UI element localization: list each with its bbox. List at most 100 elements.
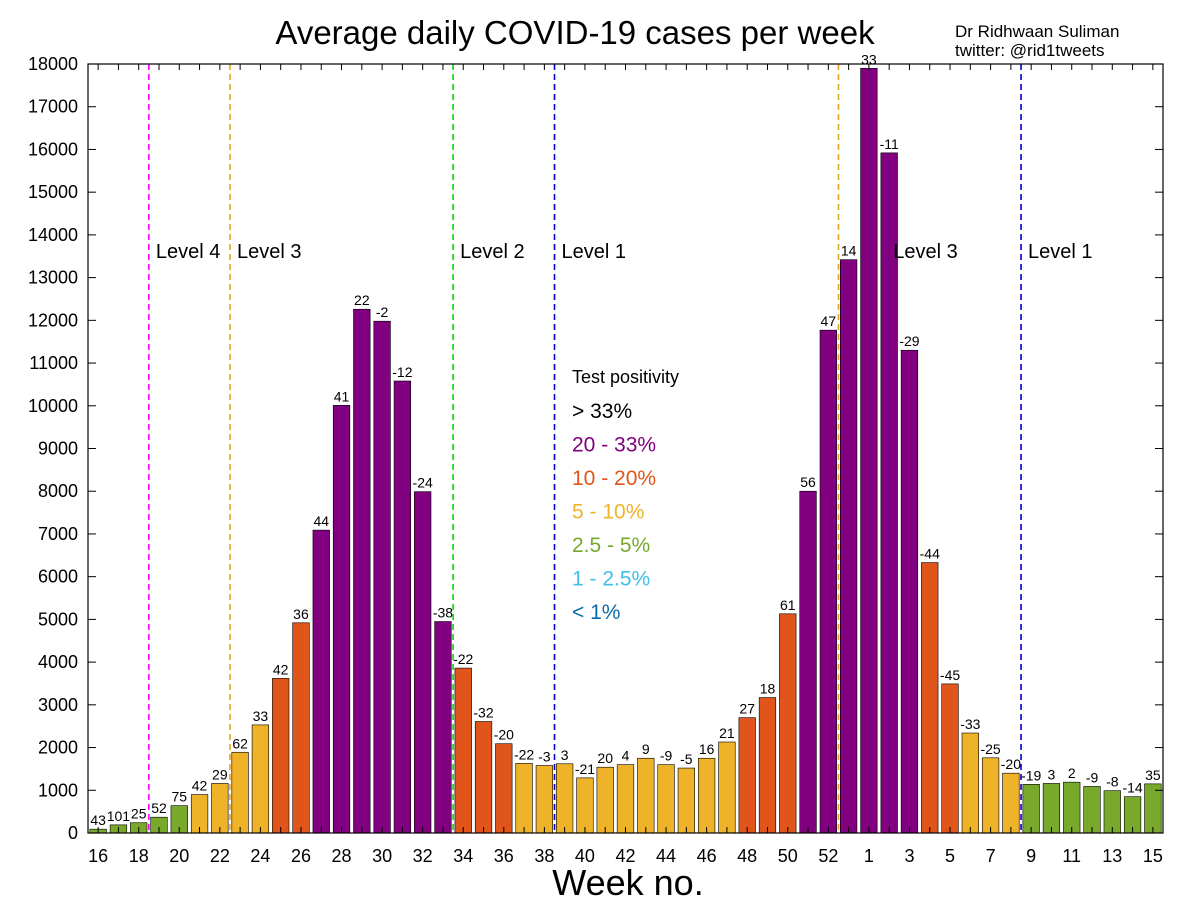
x-axis-label: Week no. xyxy=(552,862,703,900)
legend-item-2: 10 - 20% xyxy=(572,467,656,490)
x-tick-label-24-8: 24 xyxy=(250,846,270,866)
x-tick-label-46-30: 46 xyxy=(697,846,717,866)
bar-week-28-12 xyxy=(332,405,351,834)
y-tick-label-16: 16000 xyxy=(28,139,78,159)
bar-label-38: 33 xyxy=(861,51,877,67)
bar-label-8: 33 xyxy=(253,708,269,724)
bar-week-25-9 xyxy=(272,678,290,834)
x-tick-label-13-50: 13 xyxy=(1102,846,1122,866)
x-tick-label-20-4: 20 xyxy=(169,846,189,866)
x-tick-label-42-26: 42 xyxy=(615,846,635,866)
bar-week-27-11 xyxy=(312,529,330,834)
bar-week-31-15 xyxy=(393,380,412,834)
y-tick-label-11: 11000 xyxy=(29,353,78,373)
bar-label-37: 14 xyxy=(841,243,857,259)
y-tick-label-13: 13000 xyxy=(28,268,78,288)
bar-label-15: -12 xyxy=(392,364,412,380)
bar-label-44: -25 xyxy=(980,741,1000,757)
bar-week-37-21 xyxy=(515,763,533,834)
bar-week-32-16 xyxy=(414,491,432,834)
bar-label-12: 41 xyxy=(334,388,350,404)
y-tick-label-12: 12000 xyxy=(28,310,78,330)
credit-author: Dr Ridhwaan Suliman xyxy=(955,22,1119,41)
y-tick-label-1: 1000 xyxy=(38,780,78,800)
x-tick-label-11-48: 11 xyxy=(1062,846,1081,866)
bar-week-43-27 xyxy=(637,757,655,834)
bar-week-48-32 xyxy=(738,717,756,834)
bar-label-24: -21 xyxy=(575,761,595,777)
bar-week-15-52 xyxy=(1144,783,1162,834)
y-tick-label-17: 17000 xyxy=(28,97,78,117)
bar-week-29-13 xyxy=(353,308,371,834)
x-tick-label-16-0: 16 xyxy=(88,846,108,866)
bar-label-41: -44 xyxy=(920,546,940,562)
bar-label-14: -2 xyxy=(376,304,389,320)
bar-label-34: 61 xyxy=(780,597,796,613)
bar-label-30: 16 xyxy=(699,741,715,757)
bar-week-49-33 xyxy=(758,697,777,834)
bar-week-7-44 xyxy=(981,757,1000,834)
bar-label-29: -5 xyxy=(680,751,693,767)
credit-twitter: twitter: @rid1tweets xyxy=(955,41,1105,60)
legend-item-6: < 1% xyxy=(572,601,620,624)
x-tick-label-1-38: 1 xyxy=(864,846,874,866)
legend-title: Test positivity xyxy=(572,367,679,387)
bar-label-5: 42 xyxy=(192,778,208,794)
bar-week-35-19 xyxy=(474,721,493,834)
chart-title: Average daily COVID-19 cases per week xyxy=(275,14,875,51)
bar-week-45-29 xyxy=(677,767,695,834)
x-tick-label-9-46: 9 xyxy=(1026,846,1036,866)
bar-week-5-42 xyxy=(941,683,959,834)
bar-week-12-49 xyxy=(1083,786,1101,834)
bar-week-47-31 xyxy=(718,741,736,834)
legend-item-1: 20 - 33% xyxy=(572,434,656,457)
x-tick-label-48-32: 48 xyxy=(737,846,757,866)
bar-label-50: -8 xyxy=(1106,774,1119,790)
x-tick-label-7-44: 7 xyxy=(986,846,996,866)
y-tick-label-2: 2000 xyxy=(38,738,78,758)
bar-week-44-28 xyxy=(657,764,675,834)
legend-item-5: 1 - 2.5% xyxy=(572,568,650,591)
bar-week-34-18 xyxy=(454,667,472,834)
bar-label-2: 25 xyxy=(131,806,147,822)
bar-label-4: 75 xyxy=(171,789,187,805)
bar-label-52: 35 xyxy=(1145,767,1161,783)
y-tick-label-18: 18000 xyxy=(28,54,78,74)
y-tick-label-5: 5000 xyxy=(38,609,78,629)
bar-week-39-23 xyxy=(556,763,574,834)
bar-week-1-38 xyxy=(860,67,878,834)
y-tick-label-7: 7000 xyxy=(38,524,78,544)
level-label-5: Level 1 xyxy=(1028,241,1093,263)
bar-week-36-20 xyxy=(495,743,513,834)
bar-label-48: 2 xyxy=(1068,765,1076,781)
bar-label-21: -22 xyxy=(514,746,534,762)
plot-area: 43 101 25 5275422962334236444122-2-12-24-38… xyxy=(28,51,1164,866)
bar-week-23-7 xyxy=(231,751,249,834)
bar-label-47: 3 xyxy=(1048,766,1056,782)
bar-label-10: 36 xyxy=(293,606,309,622)
bar-week-9-46 xyxy=(1022,783,1040,834)
bar-week-42-26 xyxy=(616,764,635,834)
bar-week-38-22 xyxy=(535,765,553,834)
bar-week-24-8 xyxy=(251,724,270,834)
bar-label-25: 20 xyxy=(597,750,613,766)
y-tick-label-0: 0 xyxy=(68,823,78,843)
x-tick-label-26-10: 26 xyxy=(291,846,311,866)
bar-label-32: 27 xyxy=(739,701,755,717)
x-tick-label-22-6: 22 xyxy=(210,846,230,866)
bar-label-40: -29 xyxy=(899,333,919,349)
bar-label-27: 9 xyxy=(642,741,650,757)
bar-week-6-43 xyxy=(961,732,979,834)
bar-label-26: 4 xyxy=(622,748,630,764)
bar-label-0: 43 xyxy=(90,812,106,828)
y-tick-label-8: 8000 xyxy=(38,481,78,501)
bar-label-49: -9 xyxy=(1086,769,1099,785)
legend-item-3: 5 - 10% xyxy=(572,501,644,524)
bar-label-20: -20 xyxy=(494,727,514,743)
bar-label-3: 52 xyxy=(151,800,167,816)
y-tick-label-15: 15000 xyxy=(28,182,78,202)
bar-week-26-10 xyxy=(292,622,310,834)
bar-week-13-50 xyxy=(1103,790,1121,834)
bar-week-22-6 xyxy=(211,783,229,834)
